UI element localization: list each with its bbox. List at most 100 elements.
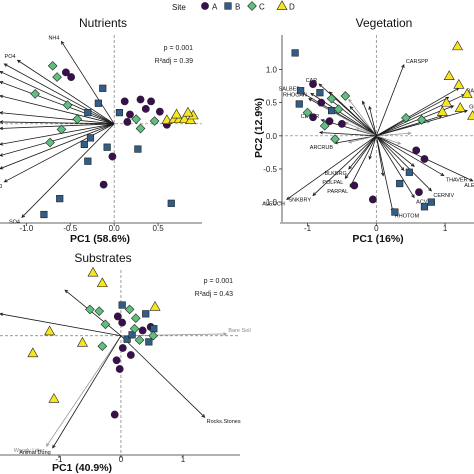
y-tick-label: -1.0 <box>263 198 277 207</box>
data-point-site-b <box>391 208 399 216</box>
data-point-site-c <box>326 93 337 104</box>
data-point-site-a <box>123 118 132 126</box>
vector-arrowhead <box>201 414 206 418</box>
data-point-site-d <box>461 88 473 98</box>
vector-arrowhead <box>368 105 372 110</box>
loading-vector <box>319 132 377 137</box>
vector-arrowhead <box>410 163 415 167</box>
data-point-site-c <box>319 121 330 131</box>
vector-arrowhead <box>407 131 412 136</box>
loading-vector <box>0 112 115 125</box>
vector-arrowhead <box>0 142 4 146</box>
data-point-site-a <box>120 97 129 106</box>
vector-arrowhead <box>16 59 21 64</box>
vector-arrowhead <box>401 63 405 69</box>
legend-label-c: C <box>259 3 265 12</box>
vector-arrowhead <box>308 98 313 102</box>
loading-vector <box>0 123 115 170</box>
vector-arrowhead <box>0 166 4 170</box>
x-tick-label: 0 <box>119 455 124 464</box>
vector-arrowhead <box>428 187 432 192</box>
vector-arrowhead <box>0 111 4 115</box>
data-point-site-d <box>44 325 56 336</box>
data-point-site-d <box>87 266 99 277</box>
data-point-site-c <box>100 319 111 330</box>
data-point-site-d <box>76 336 88 347</box>
data-point-site-b <box>56 195 64 203</box>
data-point-site-b <box>167 199 175 207</box>
loading-vector <box>345 135 377 179</box>
data-point-site-a <box>350 181 359 190</box>
loading-vector <box>349 106 377 137</box>
loading-vector <box>21 123 115 218</box>
loading-vector <box>369 106 377 136</box>
loading-vector <box>375 135 415 198</box>
data-point-site-d <box>48 392 60 403</box>
data-point-site-c <box>333 104 344 115</box>
vector-label: ACVIT <box>416 199 433 205</box>
loading-vector <box>376 87 460 137</box>
data-point-site-a <box>108 152 117 161</box>
loading-vector <box>61 41 115 125</box>
vector-label: ALE <box>464 183 474 189</box>
loading-vector <box>0 123 115 157</box>
y-axis-title: PC2 (12.9%) <box>253 98 265 158</box>
data-point-site-c <box>134 335 145 345</box>
data-point-site-c <box>56 124 67 135</box>
data-point-site-c <box>135 123 146 134</box>
x-tick-label: 0.5 <box>153 224 165 233</box>
loading-vector <box>0 121 115 125</box>
vector-arrowhead <box>463 109 469 114</box>
vector-arrowhead <box>320 118 325 123</box>
vector-arrowhead <box>310 92 315 97</box>
vector-arrowhead <box>3 63 8 67</box>
data-point-site-a <box>126 110 134 119</box>
loading-vector <box>376 135 415 167</box>
data-point-site-c <box>62 100 73 110</box>
data-point-site-d <box>436 106 448 116</box>
data-point-site-c <box>97 341 108 352</box>
panel-title: Vegetation <box>356 16 413 30</box>
loading-vector <box>286 135 377 200</box>
data-point-site-b <box>103 143 111 151</box>
vector-arrowhead <box>0 94 4 99</box>
vector-arrowhead <box>3 178 8 183</box>
data-point-site-b <box>128 331 136 339</box>
loading-vector <box>4 123 115 183</box>
legend-title: Site <box>172 3 186 12</box>
data-point-site-d <box>453 78 465 89</box>
legend: Site A B C D <box>172 0 295 12</box>
data-point-site-c <box>129 323 140 334</box>
data-point-site-b <box>94 99 102 107</box>
x-tick-label: -1 <box>304 224 312 233</box>
data-point-site-b <box>427 198 435 206</box>
loading-vector <box>369 135 377 160</box>
loading-vector <box>348 135 377 143</box>
x-tick-label: 0 <box>374 224 379 233</box>
data-point-site-a <box>338 119 346 128</box>
data-point-site-b <box>84 157 92 165</box>
data-point-site-a <box>412 146 421 155</box>
vector-arrowhead <box>21 214 26 218</box>
vector-arrowhead <box>344 175 349 179</box>
data-point-site-a <box>99 180 108 189</box>
data-point-site-b <box>297 87 305 95</box>
data-point-site-b <box>86 134 95 142</box>
data-point-site-a <box>67 73 76 81</box>
x-tick-label: 1 <box>443 224 448 233</box>
loading-vector <box>362 101 377 136</box>
data-point-site-a <box>126 351 135 359</box>
loading-vector <box>376 94 465 137</box>
vector-arrowhead <box>0 312 4 317</box>
loading-vector <box>348 135 377 170</box>
loading-vector <box>0 123 115 129</box>
data-point-site-c <box>130 313 141 324</box>
loading-vector <box>46 335 122 447</box>
vector-arrowhead <box>52 444 56 449</box>
x-tick-label: -1.0 <box>19 224 33 233</box>
y-tick-label: -0.5 <box>263 165 277 174</box>
data-point-site-a <box>368 195 377 204</box>
loading-vector <box>17 59 115 125</box>
legend-marker-b <box>224 2 232 10</box>
panel-vegetation: Vegetation PC2 (12.9%) CARSPPCARSALBEBRH… <box>253 16 474 245</box>
